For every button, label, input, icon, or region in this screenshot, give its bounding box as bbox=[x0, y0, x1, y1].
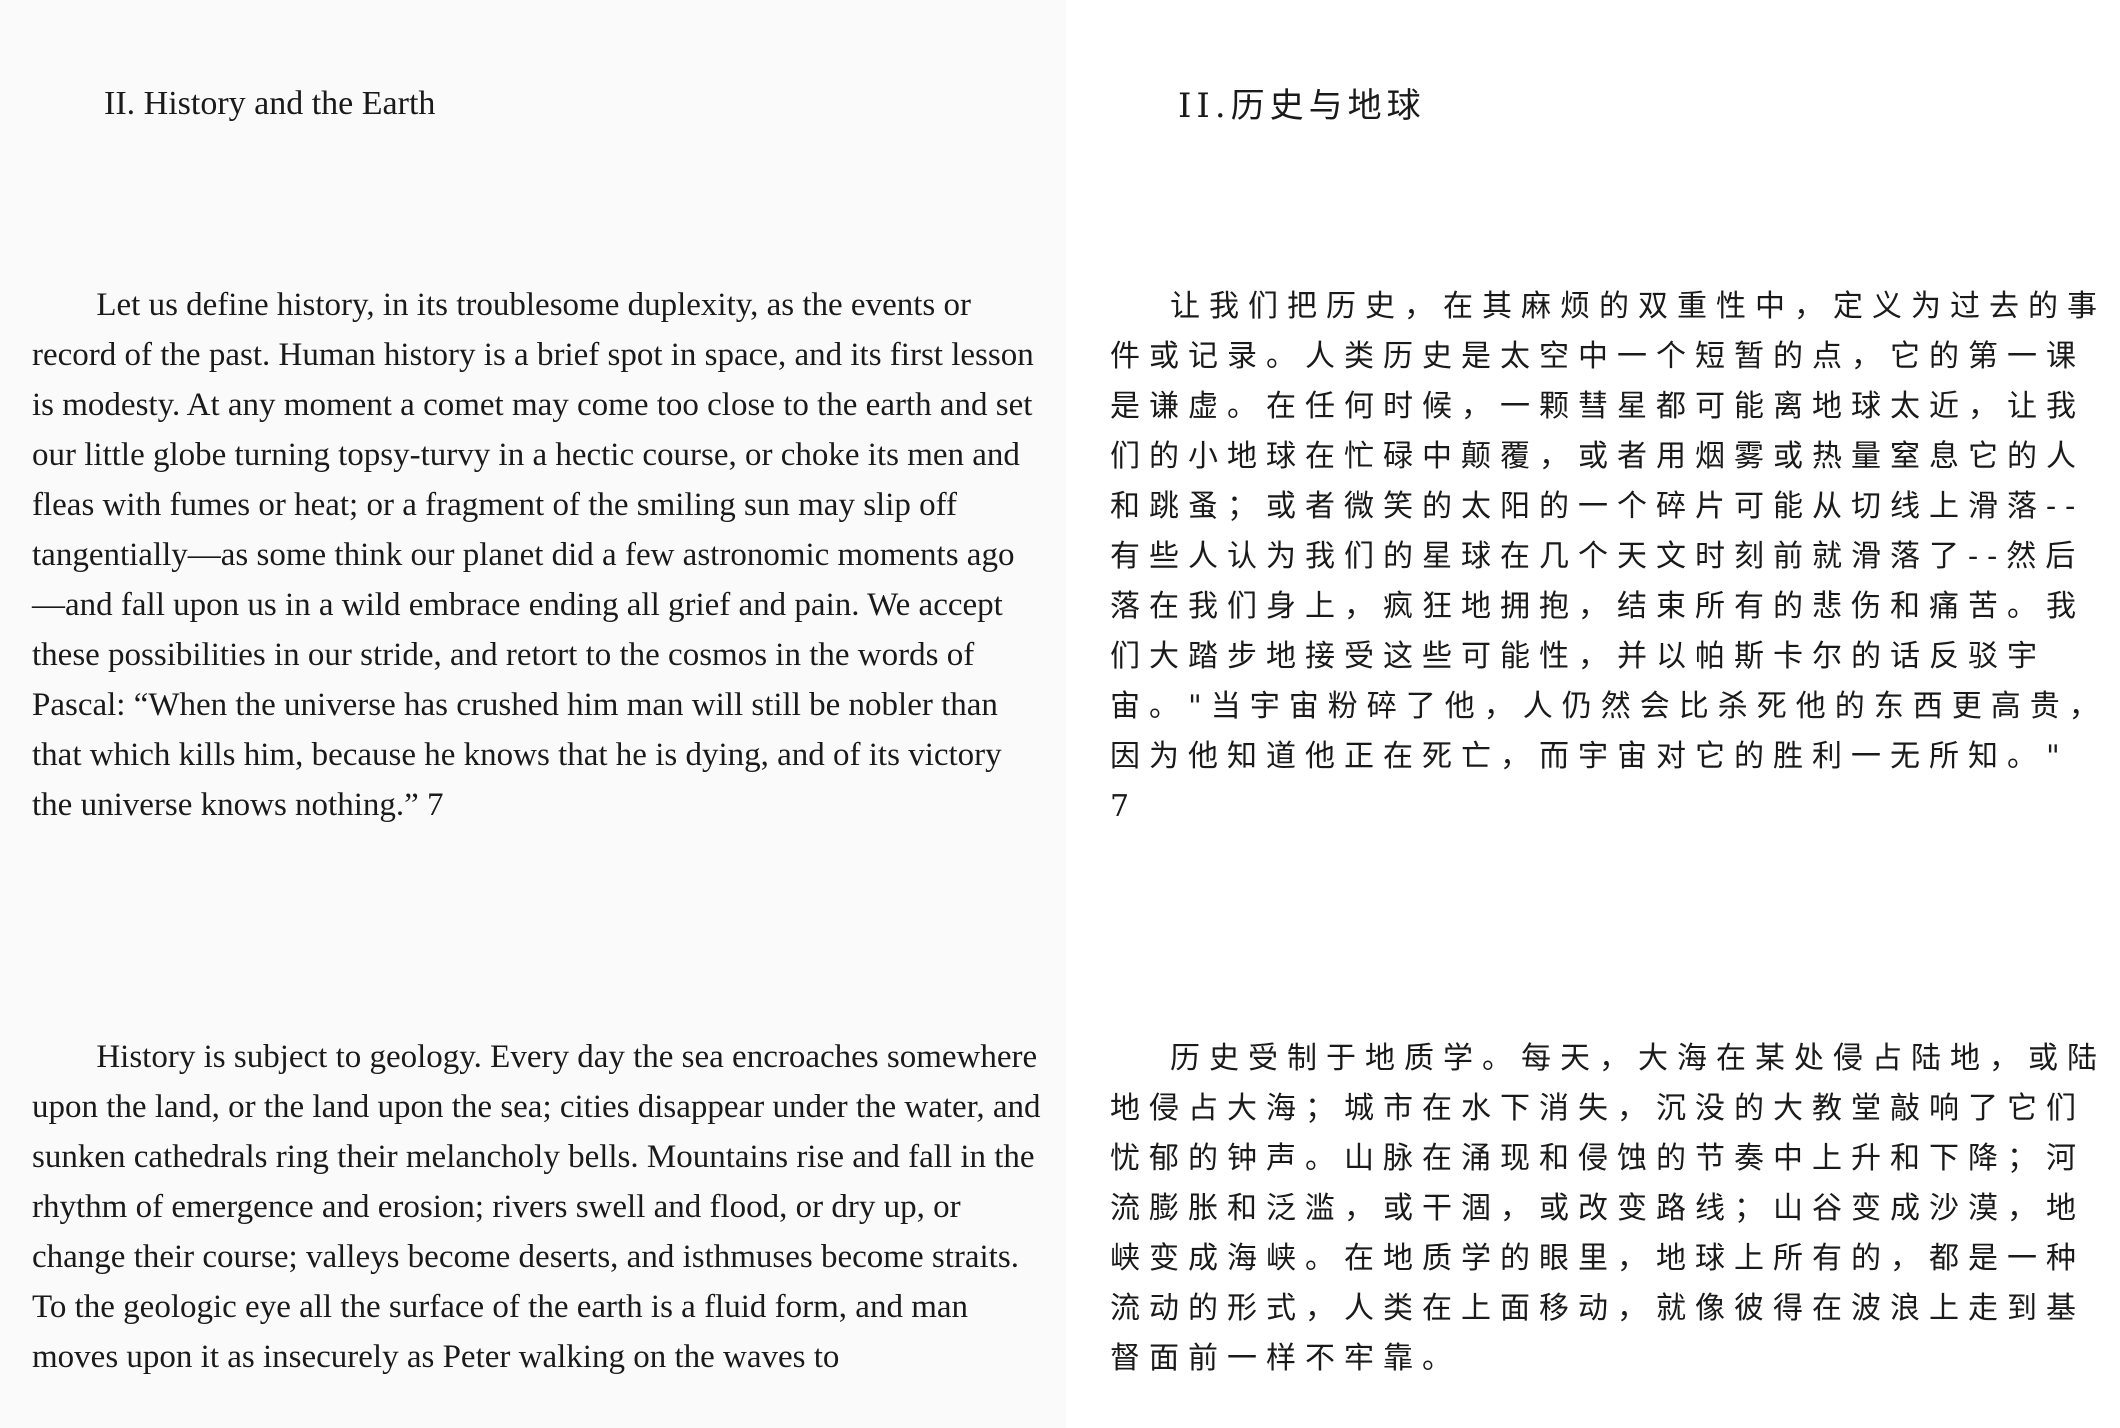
english-page: II. History and the Earth Let us define … bbox=[32, 85, 1041, 1375]
chinese-paragraph-1: 让我们把历史，在其麻烦的双重性中，定义为过去的事件或记录。人类历史是太空中一个短… bbox=[1110, 289, 2108, 824]
chinese-paragraph-2: 历史受制于地质学。每天，大海在某处侵占陆地，或陆地侵占大海；城市在水下消失，沉没… bbox=[1110, 1041, 2106, 1376]
chapter-heading-chinese: II.历史与地球 bbox=[1178, 86, 1426, 126]
chinese-page: II.历史与地球 让我们把历史，在其麻烦的双重性中，定义为过去的事件或记录。人类… bbox=[1066, 0, 2120, 1428]
chapter-heading-english: II. History and the Earth bbox=[104, 85, 436, 122]
english-paragraph-1: Let us define history, in its troublesom… bbox=[32, 287, 1034, 823]
english-paragraph-2: History is subject to geology. Every day… bbox=[32, 1039, 1041, 1375]
